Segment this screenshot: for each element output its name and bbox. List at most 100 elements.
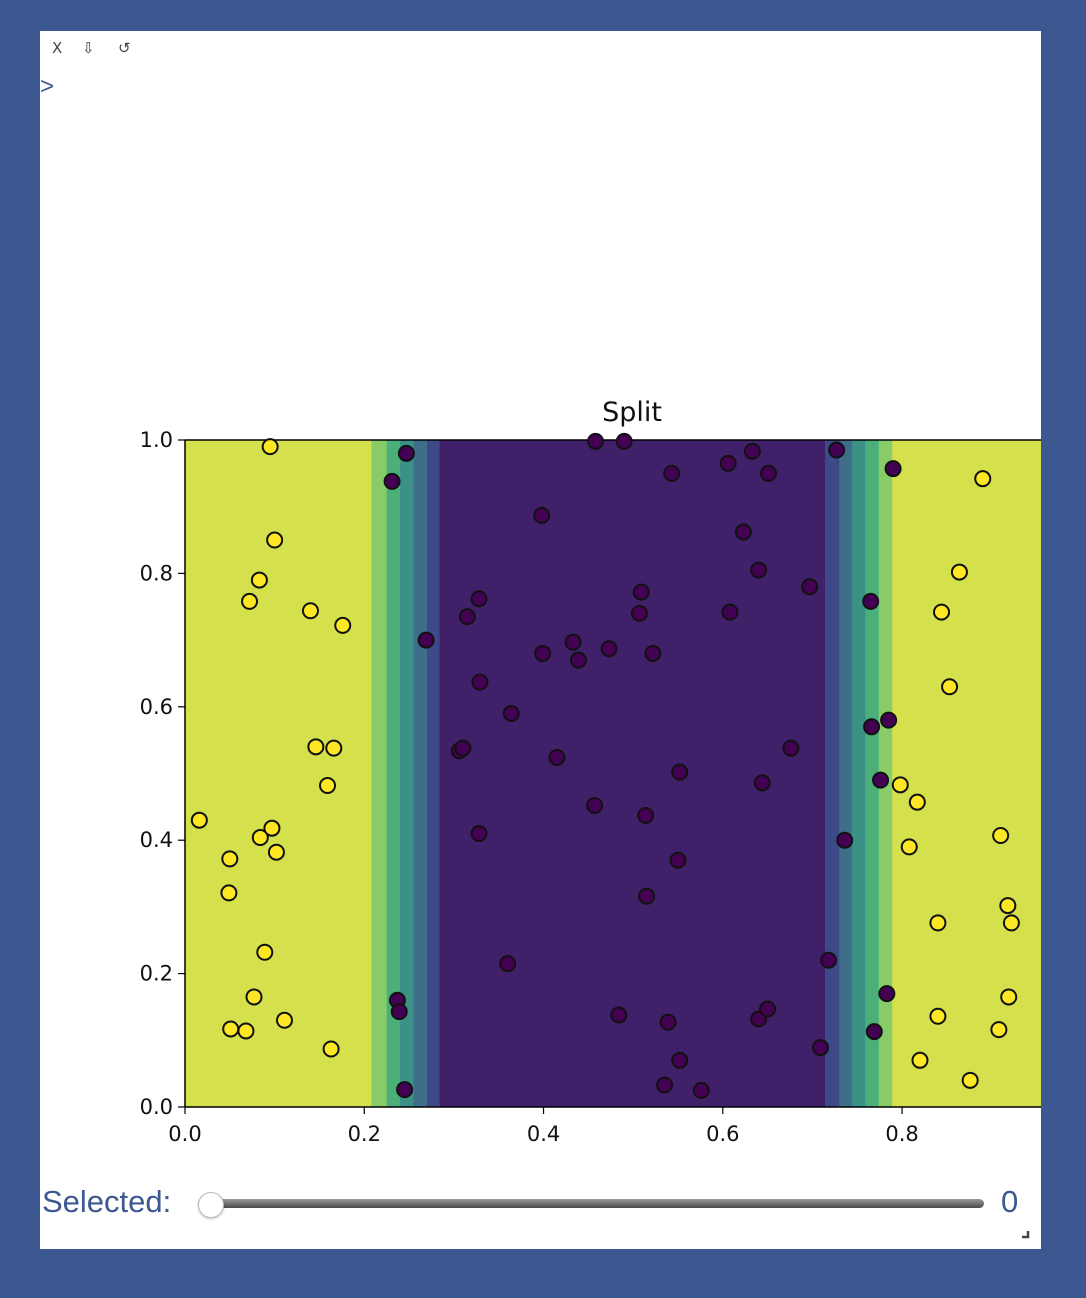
data-point-class-0 xyxy=(656,1076,674,1094)
data-point-class-0 xyxy=(865,1023,883,1041)
data-point-class-1 xyxy=(1000,988,1018,1006)
data-point-class-0 xyxy=(663,464,681,482)
slider-label: Selected: xyxy=(42,1184,172,1219)
contour-band-8 xyxy=(839,440,853,1107)
data-point-class-0 xyxy=(880,711,898,729)
data-point-class-0 xyxy=(615,432,633,450)
data-point-class-0 xyxy=(872,771,890,789)
y-tick-label: 0.4 xyxy=(140,828,173,852)
data-point-class-1 xyxy=(190,811,208,829)
x-tick-label: 0.6 xyxy=(706,1122,739,1146)
data-point-class-1 xyxy=(929,914,947,932)
data-point-class-1 xyxy=(221,850,239,868)
data-point-class-0 xyxy=(499,955,517,973)
data-point-class-0 xyxy=(743,442,761,460)
contour-band-4 xyxy=(413,440,428,1107)
data-point-class-1 xyxy=(256,943,274,961)
data-point-class-0 xyxy=(638,887,656,905)
data-point-class-1 xyxy=(301,602,319,620)
data-point-class-0 xyxy=(719,454,737,472)
data-point-class-0 xyxy=(502,704,520,722)
contour-band-7 xyxy=(824,440,840,1107)
data-point-class-1 xyxy=(222,1020,240,1038)
data-point-class-1 xyxy=(950,563,968,581)
data-point-class-0 xyxy=(671,763,689,781)
contour-band-2 xyxy=(386,440,401,1107)
data-point-class-1 xyxy=(974,470,992,488)
data-point-class-1 xyxy=(267,843,285,861)
data-point-class-1 xyxy=(999,897,1017,915)
slider-handle[interactable] xyxy=(198,1192,224,1218)
data-point-class-0 xyxy=(417,631,435,649)
data-point-class-1 xyxy=(933,603,951,621)
data-point-class-0 xyxy=(396,1081,414,1099)
data-point-class-0 xyxy=(828,441,846,459)
data-point-class-0 xyxy=(632,583,650,601)
split-chart: Split 0.0 0.2 0.4 0.6 0.8 0.0 0.2 0.4 0.6 0.8 1.0 xyxy=(140,397,1041,1146)
data-point-class-0 xyxy=(637,807,655,825)
data-point-class-1 xyxy=(891,776,909,794)
data-point-class-1 xyxy=(992,827,1010,845)
resize-handle-icon[interactable] xyxy=(1020,1229,1030,1239)
data-point-class-1 xyxy=(929,1007,947,1025)
data-point-class-0 xyxy=(812,1039,830,1057)
data-point-class-1 xyxy=(307,738,325,756)
x-tick-label: 0.0 xyxy=(168,1122,201,1146)
selected-slider[interactable] xyxy=(198,1199,984,1208)
data-point-class-0 xyxy=(734,523,752,541)
contour-band-5 xyxy=(427,440,441,1107)
data-point-class-0 xyxy=(878,985,896,1003)
close-button[interactable]: X xyxy=(52,39,63,57)
data-point-class-0 xyxy=(458,608,476,626)
data-point-class-0 xyxy=(564,633,582,651)
data-point-class-1 xyxy=(261,438,279,456)
x-tick-label: 0.4 xyxy=(527,1122,560,1146)
data-point-class-0 xyxy=(836,831,854,849)
y-tick-label: 1.0 xyxy=(140,428,173,452)
prompt-icon: > xyxy=(40,73,55,100)
data-point-class-1 xyxy=(334,616,352,634)
data-point-class-0 xyxy=(721,603,739,621)
data-point-class-0 xyxy=(586,797,604,815)
data-point-class-1 xyxy=(911,1051,929,1069)
data-point-class-0 xyxy=(884,460,902,478)
data-point-class-1 xyxy=(900,838,918,856)
data-point-class-0 xyxy=(759,1000,777,1018)
reset-button[interactable]: ↺ xyxy=(118,39,131,57)
chart-title: Split xyxy=(602,397,662,428)
data-point-class-1 xyxy=(250,571,268,589)
data-point-class-1 xyxy=(325,739,343,757)
contour-band-1 xyxy=(371,440,388,1107)
y-tick-label: 0.0 xyxy=(140,1095,173,1119)
contour-band-12 xyxy=(892,440,1041,1107)
data-point-class-0 xyxy=(569,651,587,669)
data-point-class-0 xyxy=(548,748,566,766)
data-point-class-0 xyxy=(644,644,662,662)
data-point-class-0 xyxy=(600,640,618,658)
y-tick-label: 0.8 xyxy=(140,561,173,585)
download-button[interactable]: ⇩ xyxy=(82,39,95,57)
data-point-class-1 xyxy=(237,1022,255,1040)
data-point-class-1 xyxy=(263,819,281,837)
data-point-class-0 xyxy=(470,590,488,608)
x-tick-label: 0.2 xyxy=(348,1122,381,1146)
data-point-class-1 xyxy=(990,1021,1008,1039)
data-point-class-0 xyxy=(390,1003,408,1021)
y-tick-label: 0.6 xyxy=(140,695,173,719)
data-point-class-1 xyxy=(245,988,263,1006)
data-point-class-1 xyxy=(1002,914,1020,932)
data-point-class-0 xyxy=(862,592,880,610)
data-point-class-0 xyxy=(470,825,488,843)
data-point-class-0 xyxy=(534,644,552,662)
data-point-class-0 xyxy=(863,718,881,736)
data-point-class-0 xyxy=(383,472,401,490)
data-point-class-0 xyxy=(587,432,605,450)
data-point-class-0 xyxy=(801,578,819,596)
contour-band-3 xyxy=(400,440,415,1107)
data-point-class-0 xyxy=(820,951,838,969)
data-point-class-0 xyxy=(753,774,771,792)
data-point-class-1 xyxy=(275,1011,293,1029)
data-point-class-1 xyxy=(322,1040,340,1058)
data-point-class-0 xyxy=(533,506,551,524)
data-point-class-0 xyxy=(692,1081,710,1099)
